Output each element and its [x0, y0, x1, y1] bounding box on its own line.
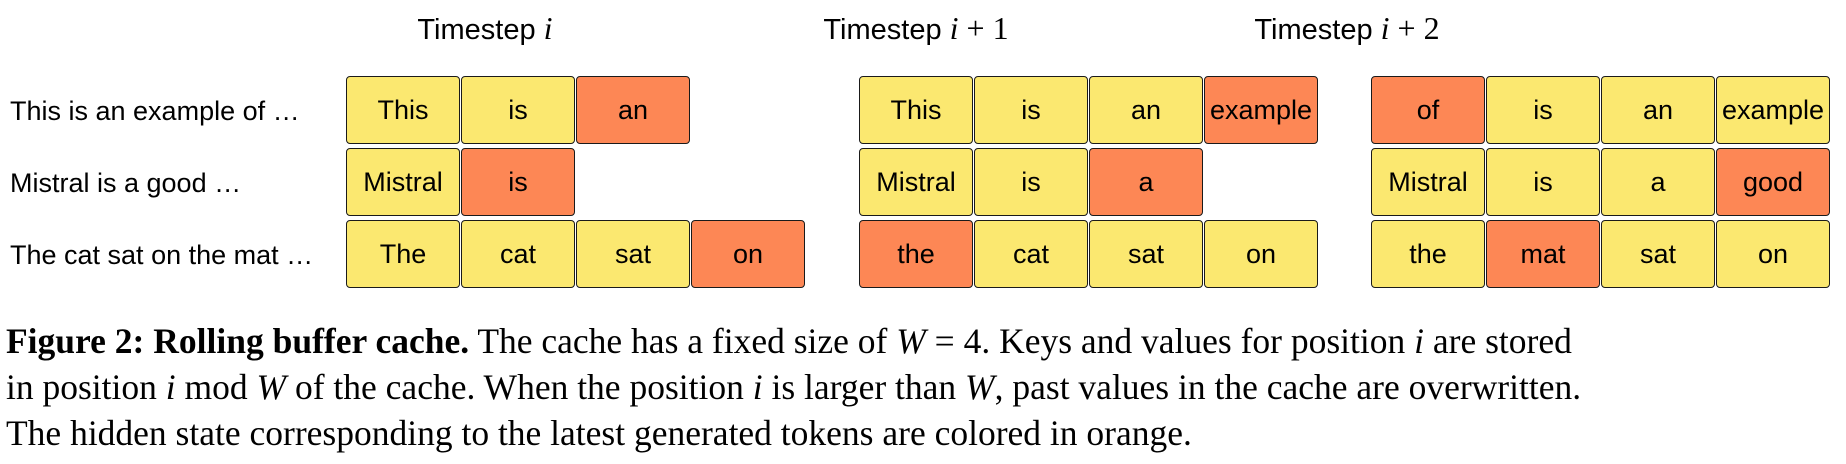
cache-cell: a [1089, 148, 1203, 216]
cache-cell: mat [1486, 220, 1600, 288]
cache-cell: is [461, 76, 575, 144]
cache-cell: the [859, 220, 973, 288]
timestep-header-1: Timestep i + 1 [686, 10, 1146, 47]
cache-cell: is [974, 76, 1088, 144]
cache-cell: sat [1601, 220, 1715, 288]
cache-cell: example [1204, 76, 1318, 144]
caption-line-1: Figure 2: Rolling buffer cache. The cach… [6, 318, 1842, 364]
cache-cell: a [1601, 148, 1715, 216]
cache-cell: an [576, 76, 690, 144]
cache-cell: Mistral [1371, 148, 1485, 216]
caption-math: i [752, 367, 763, 407]
cache-cell: is [461, 148, 575, 216]
caption-text: of the cache. When the position [286, 367, 753, 407]
cache-cell: on [1204, 220, 1318, 288]
cache-cell: The [346, 220, 460, 288]
timestep-suffix: + 1 [958, 10, 1009, 46]
cache-cell: cat [461, 220, 575, 288]
caption-math: W [896, 321, 926, 361]
timestep-suffix: + 2 [1389, 10, 1440, 46]
cache-cell: an [1089, 76, 1203, 144]
timestep-prefix: Timestep [417, 14, 544, 46]
caption-math: i [165, 367, 176, 407]
cache-cell: is [1486, 76, 1600, 144]
timestep-prefix: Timestep [823, 14, 950, 46]
caption-text: , past values in the cache are overwritt… [994, 367, 1582, 407]
caption-text: in position [6, 367, 166, 407]
timestep-var: i [543, 10, 553, 46]
cache-cell: example [1716, 76, 1830, 144]
caption-label: Figure 2: Rolling buffer cache. [6, 321, 470, 361]
cache-cell: on [691, 220, 805, 288]
cache-cell: the [1371, 220, 1485, 288]
caption-text: = 4. Keys and values for position [925, 321, 1415, 361]
timestep-prefix: Timestep [1254, 14, 1381, 46]
caption-text: The cache has a fixed size of [469, 321, 897, 361]
caption-math: W [256, 367, 287, 407]
cache-cell: Mistral [346, 148, 460, 216]
cache-cell: an [1601, 76, 1715, 144]
cache-cell: is [1486, 148, 1600, 216]
caption-text: mod [175, 367, 257, 407]
caption-text: is larger than [762, 367, 966, 407]
row-label-1: Mistral is a good … [10, 168, 242, 198]
cache-cell: is [974, 148, 1088, 216]
row-label-0: This is an example of … [10, 96, 300, 126]
row-label-2: The cat sat on the mat … [10, 240, 314, 270]
timestep-header-2: Timestep i + 2 [1117, 10, 1577, 47]
caption-math: W [965, 367, 995, 407]
figure-caption: Figure 2: Rolling buffer cache. The cach… [6, 318, 1842, 456]
timestep-header-0: Timestep i [255, 10, 715, 47]
cache-cell: of [1371, 76, 1485, 144]
cache-cell: good [1716, 148, 1830, 216]
cache-cell: sat [1089, 220, 1203, 288]
caption-line-2: in position i mod W of the cache. When t… [6, 364, 1842, 410]
cache-cell: sat [576, 220, 690, 288]
timestep-var: i [949, 10, 959, 46]
cache-cell: This [346, 76, 460, 144]
cache-cell: cat [974, 220, 1088, 288]
caption-math: i [1414, 321, 1425, 361]
cache-cell: on [1716, 220, 1830, 288]
caption-text: are stored [1424, 321, 1572, 361]
timestep-var: i [1380, 10, 1390, 46]
caption-line-3: The hidden state corresponding to the la… [6, 413, 1192, 453]
cache-cell: Mistral [859, 148, 973, 216]
cache-cell: This [859, 76, 973, 144]
